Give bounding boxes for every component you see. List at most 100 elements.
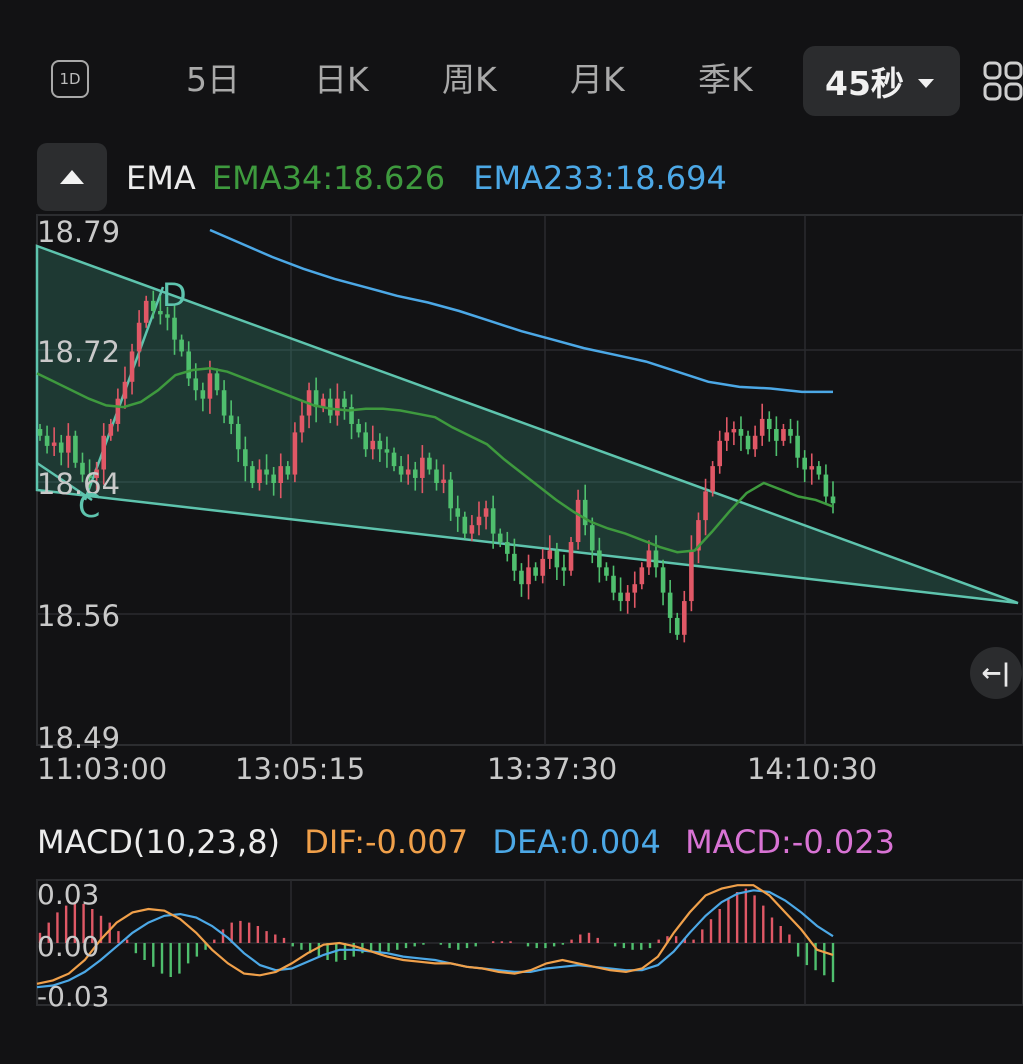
candle <box>342 391 347 420</box>
macd-tick-label: 0.00 <box>37 930 99 963</box>
candle <box>632 571 638 608</box>
candle <box>717 430 723 474</box>
price-tick-label: 18.72 <box>37 335 120 369</box>
candle <box>158 295 163 325</box>
candle <box>660 559 666 606</box>
ema34-line <box>36 367 834 554</box>
candle <box>766 411 772 442</box>
scroll-to-latest-button[interactable]: ←| <box>970 647 1022 699</box>
dea-value: DEA:0.004 <box>492 823 661 861</box>
candle <box>802 450 807 483</box>
candle <box>186 341 191 387</box>
candle <box>412 461 418 491</box>
candle <box>136 310 142 367</box>
candle <box>434 459 439 491</box>
time-tick-label: 11:03:00 <box>37 752 167 786</box>
time-tick-label: 13:37:30 <box>487 752 617 786</box>
candle <box>554 542 560 580</box>
candle <box>724 417 730 451</box>
macd-value: MACD:-0.023 <box>685 823 895 861</box>
candle <box>150 290 156 319</box>
candle <box>561 554 567 586</box>
candle <box>469 515 475 542</box>
tab-daily-k[interactable]: 日K <box>314 60 369 99</box>
grid-layout-icon[interactable] <box>982 60 1023 102</box>
candle <box>143 295 149 328</box>
tab-5-day[interactable]: 5日 <box>186 60 240 99</box>
candle <box>271 466 276 496</box>
dif-value: DIF:-0.007 <box>304 823 469 861</box>
candle <box>738 416 744 451</box>
candle <box>455 495 461 532</box>
candle <box>44 425 50 454</box>
arrow-left-bar-icon: ←| <box>981 659 1011 687</box>
candle <box>752 425 758 457</box>
candle <box>505 531 510 562</box>
candle <box>292 422 298 483</box>
candle <box>689 535 694 612</box>
candle <box>427 452 432 475</box>
intraday-1d-icon[interactable]: 1D <box>51 60 89 98</box>
macd-chart[interactable]: 0.03 0.00 -0.03 <box>0 870 1023 1040</box>
candle <box>285 461 291 480</box>
chevron-up-icon <box>60 170 84 184</box>
candle <box>278 453 284 499</box>
candle <box>809 453 815 485</box>
ema34-value: EMA34:18.626 <box>211 159 446 197</box>
candle <box>816 461 822 480</box>
candle <box>462 511 468 539</box>
candle <box>207 360 213 414</box>
ema233-line <box>209 228 833 394</box>
dif-line <box>36 884 834 985</box>
tab-quarterly-k[interactable]: 季K <box>698 60 753 99</box>
candle <box>420 445 425 494</box>
candle <box>533 562 538 581</box>
pattern-label-d: D <box>162 276 187 314</box>
candle <box>710 461 715 497</box>
candle <box>101 423 107 485</box>
candle <box>335 383 340 426</box>
tab-weekly-k[interactable]: 周K <box>442 60 497 99</box>
candle <box>441 464 446 494</box>
collapse-indicator-button[interactable] <box>37 143 107 211</box>
active-period-label: 45秒 <box>825 64 904 103</box>
candle <box>589 517 595 564</box>
candle <box>327 388 333 424</box>
time-tick-label: 13:05:15 <box>235 752 365 786</box>
candle <box>526 554 531 600</box>
tab-monthly-k[interactable]: 月K <box>570 60 625 99</box>
candle <box>674 612 680 640</box>
candle <box>172 305 177 355</box>
price-tick-label: 18.49 <box>37 721 120 755</box>
candle <box>540 548 546 584</box>
price-tick-label: 18.79 <box>37 215 120 249</box>
candle <box>221 380 227 424</box>
period-tab-bar: 1D 5日 日K 周K 月K 季K 45秒 <box>0 40 1023 120</box>
candle <box>547 535 553 570</box>
candle <box>356 418 361 438</box>
candle <box>73 430 78 468</box>
candle <box>115 388 121 432</box>
candle <box>582 484 588 536</box>
candles-group <box>37 290 836 643</box>
candle <box>363 422 368 457</box>
candle <box>320 393 326 413</box>
candle <box>370 425 376 460</box>
candle <box>129 343 135 395</box>
candle <box>731 421 737 446</box>
candle <box>823 464 829 505</box>
candle <box>228 400 234 435</box>
candle <box>568 536 574 576</box>
candle <box>179 334 184 357</box>
candle <box>519 563 524 597</box>
candle <box>597 537 602 583</box>
candle <box>618 577 623 612</box>
candle <box>200 382 206 412</box>
price-tick-label: 18.56 <box>37 599 120 633</box>
macd-legend: MACD(10,23,8) DIF:-0.007 DEA:0.004 MACD:… <box>37 822 895 862</box>
tab-45-seconds-dropdown[interactable]: 45秒 <box>803 46 960 116</box>
candle <box>448 472 453 521</box>
candle <box>398 456 404 483</box>
